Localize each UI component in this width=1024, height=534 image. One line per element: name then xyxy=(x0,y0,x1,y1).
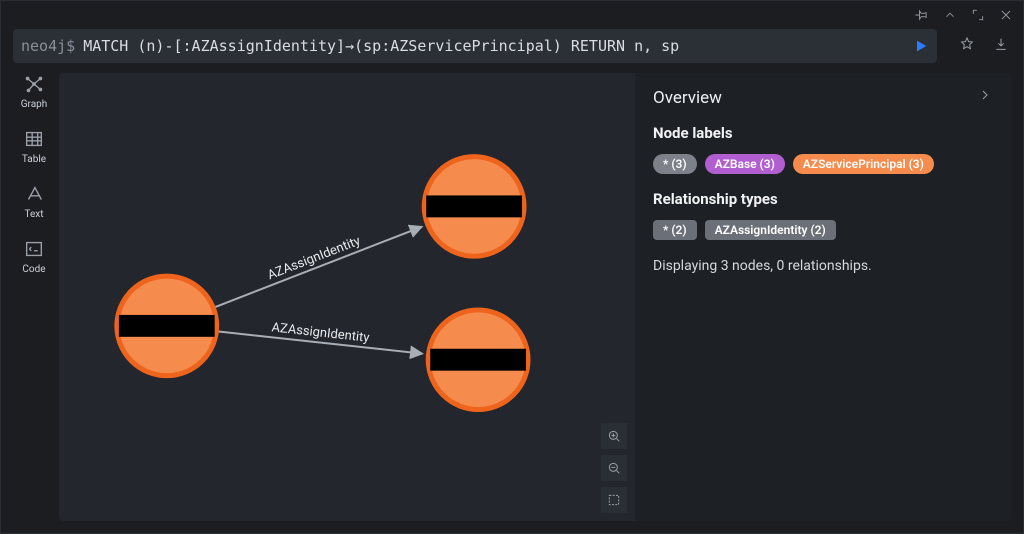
overview-panel: Overview Node labels * (3) AZBase (3) AZSe… xyxy=(635,73,1011,521)
overview-title: Overview xyxy=(653,88,722,108)
download-icon[interactable] xyxy=(993,36,1009,56)
tab-text[interactable]: Text xyxy=(23,183,45,220)
node-label-chip[interactable]: * (3) xyxy=(653,154,697,174)
zoom-out-button[interactable] xyxy=(601,455,627,481)
node-labels-heading: Node labels xyxy=(653,124,993,142)
rel-types-heading: Relationship types xyxy=(653,190,993,208)
edge-label: AZAssignIdentity xyxy=(266,234,363,284)
collapse-icon[interactable] xyxy=(943,7,957,26)
query-prompt: neo4j$ xyxy=(21,37,75,55)
tab-graph[interactable]: Graph xyxy=(21,73,48,110)
node-label-chips: * (3) AZBase (3) AZServicePrincipal (3) xyxy=(653,154,993,174)
tab-graph-label: Graph xyxy=(21,99,48,110)
result-canvas: AZAssignIdentityAZAssignIdentity Overvie… xyxy=(59,73,1011,521)
zoom-fit-button[interactable] xyxy=(601,487,627,513)
favorite-icon[interactable] xyxy=(959,36,975,56)
query-text[interactable]: MATCH (n)-[:AZAssignIdentity]→(sp:AZServ… xyxy=(83,37,679,55)
tab-code-label: Code xyxy=(22,264,45,275)
tab-table[interactable]: Table xyxy=(22,128,46,165)
node-label-bar xyxy=(426,195,522,217)
pin-icon[interactable] xyxy=(915,7,929,26)
close-icon[interactable] xyxy=(999,7,1013,26)
tab-code[interactable]: Code xyxy=(22,238,45,275)
query-bar: neo4j$ MATCH (n)-[:AZAssignIdentity]→(sp… xyxy=(13,29,937,63)
status-text: Displaying 3 nodes, 0 relationships. xyxy=(653,258,993,274)
tab-text-label: Text xyxy=(24,209,43,220)
tab-table-label: Table xyxy=(22,154,46,165)
node-label-bar xyxy=(430,349,526,371)
run-button[interactable] xyxy=(913,38,929,54)
graph-edge[interactable] xyxy=(213,227,422,308)
zoom-in-button[interactable] xyxy=(601,423,627,449)
rel-type-chip[interactable]: * (2) xyxy=(653,220,697,240)
view-tabs: Graph Table Text Code xyxy=(11,73,57,275)
fullscreen-icon[interactable] xyxy=(971,7,985,26)
rel-type-chip[interactable]: AZAssignIdentity (2) xyxy=(705,220,836,240)
rel-type-chips: * (2) AZAssignIdentity (2) xyxy=(653,220,993,240)
node-label-chip[interactable]: AZBase (3) xyxy=(705,154,785,174)
node-label-chip[interactable]: AZServicePrincipal (3) xyxy=(793,154,934,174)
chevron-right-icon[interactable] xyxy=(977,87,993,108)
node-label-bar xyxy=(119,315,215,337)
